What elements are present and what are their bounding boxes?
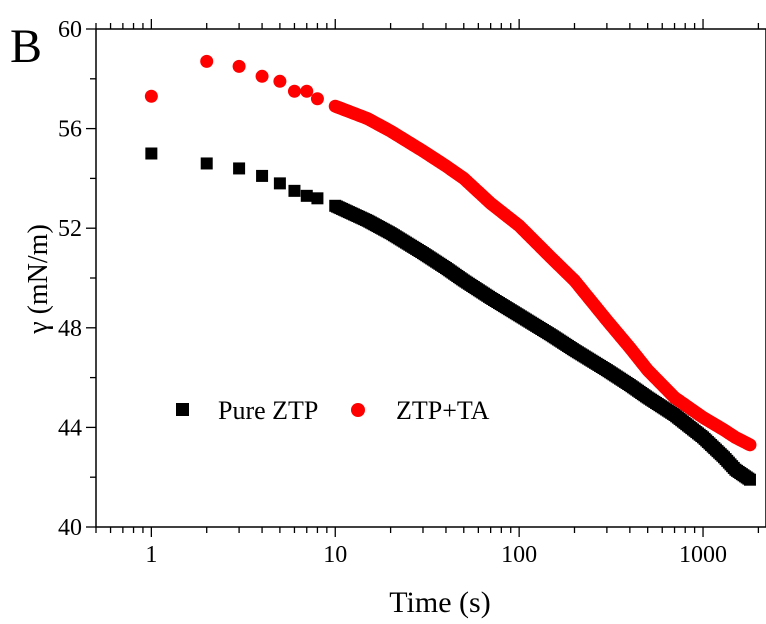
y-tick-label: 52 [58,216,82,242]
data-point [287,84,301,98]
x-axis-label: Time (s) [389,586,490,619]
data-point [144,89,158,103]
x-tick-label: 1 [145,542,157,568]
data-point [300,84,314,98]
y-tick-label: 48 [58,316,82,342]
data-point [232,59,246,73]
legend: Pure ZTP ZTP+TA [176,396,490,425]
y-tick-label: 44 [58,415,82,441]
data-point [233,162,246,175]
legend-marker-ztp-ta [351,403,365,417]
y-axis-label: γ (mN/m) [23,224,54,335]
data-point [256,169,269,182]
series-pure-ztp [145,147,756,486]
data-point [311,192,324,205]
legend-label-ztp-ta: ZTP+TA [396,396,490,425]
legend-marker-pure-ztp [176,403,189,416]
y-tick-label: 60 [58,17,82,43]
data-point [310,92,324,106]
series-ztp-ta [144,54,757,452]
data-point [145,147,158,160]
data-point [273,74,287,88]
y-tick-label: 40 [58,515,82,541]
x-tick-label: 10 [323,542,347,568]
y-tick-label: 56 [58,117,82,143]
panel-label: B [10,20,42,73]
x-axis-ticks: 1 10 100 1000 [95,19,760,568]
data-point [743,473,756,486]
y-axis-ticks: 40 44 48 52 56 60 [58,17,96,541]
data-point [273,177,286,190]
data-point [255,69,269,83]
legend-label-pure-ztp: Pure ZTP [218,396,318,425]
plot-border [95,28,766,528]
data-point [300,189,313,202]
plot-frame [95,28,766,528]
data-point [288,184,301,197]
series-layer [144,54,757,486]
data-point [200,54,214,68]
x-tick-label: 100 [501,542,537,568]
x-tick-label: 1000 [679,542,727,568]
data-point [200,157,213,170]
data-point [743,438,757,452]
